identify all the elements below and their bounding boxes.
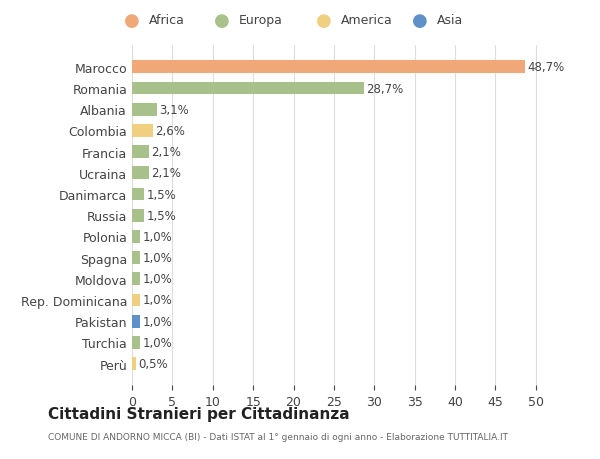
Text: Africa: Africa xyxy=(149,14,185,27)
Bar xyxy=(132,167,149,180)
Text: 1,0%: 1,0% xyxy=(143,315,172,328)
Bar xyxy=(132,188,144,201)
Bar xyxy=(132,83,364,95)
Text: ●: ● xyxy=(124,11,140,30)
Text: 48,7%: 48,7% xyxy=(528,61,565,74)
Bar xyxy=(132,146,149,159)
Text: Europa: Europa xyxy=(239,14,283,27)
Text: COMUNE DI ANDORNO MICCA (BI) - Dati ISTAT al 1° gennaio di ogni anno - Elaborazi: COMUNE DI ANDORNO MICCA (BI) - Dati ISTA… xyxy=(48,432,508,442)
Bar xyxy=(132,336,140,349)
Text: ●: ● xyxy=(316,11,332,30)
Bar xyxy=(132,358,136,370)
Text: 2,1%: 2,1% xyxy=(151,167,181,180)
Text: 1,0%: 1,0% xyxy=(143,294,172,307)
Text: 1,5%: 1,5% xyxy=(146,209,176,222)
Text: 28,7%: 28,7% xyxy=(366,82,403,95)
Text: Asia: Asia xyxy=(437,14,463,27)
Text: 1,5%: 1,5% xyxy=(146,188,176,201)
Text: 0,5%: 0,5% xyxy=(139,357,168,370)
Bar xyxy=(132,273,140,285)
Text: 2,1%: 2,1% xyxy=(151,146,181,159)
Text: ●: ● xyxy=(214,11,230,30)
Text: 3,1%: 3,1% xyxy=(160,103,189,117)
Bar xyxy=(132,294,140,307)
Text: 2,6%: 2,6% xyxy=(155,125,185,138)
Bar xyxy=(132,62,526,74)
Text: 1,0%: 1,0% xyxy=(143,230,172,243)
Text: Cittadini Stranieri per Cittadinanza: Cittadini Stranieri per Cittadinanza xyxy=(48,406,350,421)
Text: ●: ● xyxy=(412,11,428,30)
Bar xyxy=(132,209,144,222)
Bar xyxy=(132,252,140,264)
Text: America: America xyxy=(341,14,392,27)
Bar xyxy=(132,230,140,243)
Text: 1,0%: 1,0% xyxy=(143,273,172,285)
Bar xyxy=(132,104,157,116)
Bar xyxy=(132,125,153,138)
Bar xyxy=(132,315,140,328)
Text: 1,0%: 1,0% xyxy=(143,336,172,349)
Text: 1,0%: 1,0% xyxy=(143,252,172,264)
